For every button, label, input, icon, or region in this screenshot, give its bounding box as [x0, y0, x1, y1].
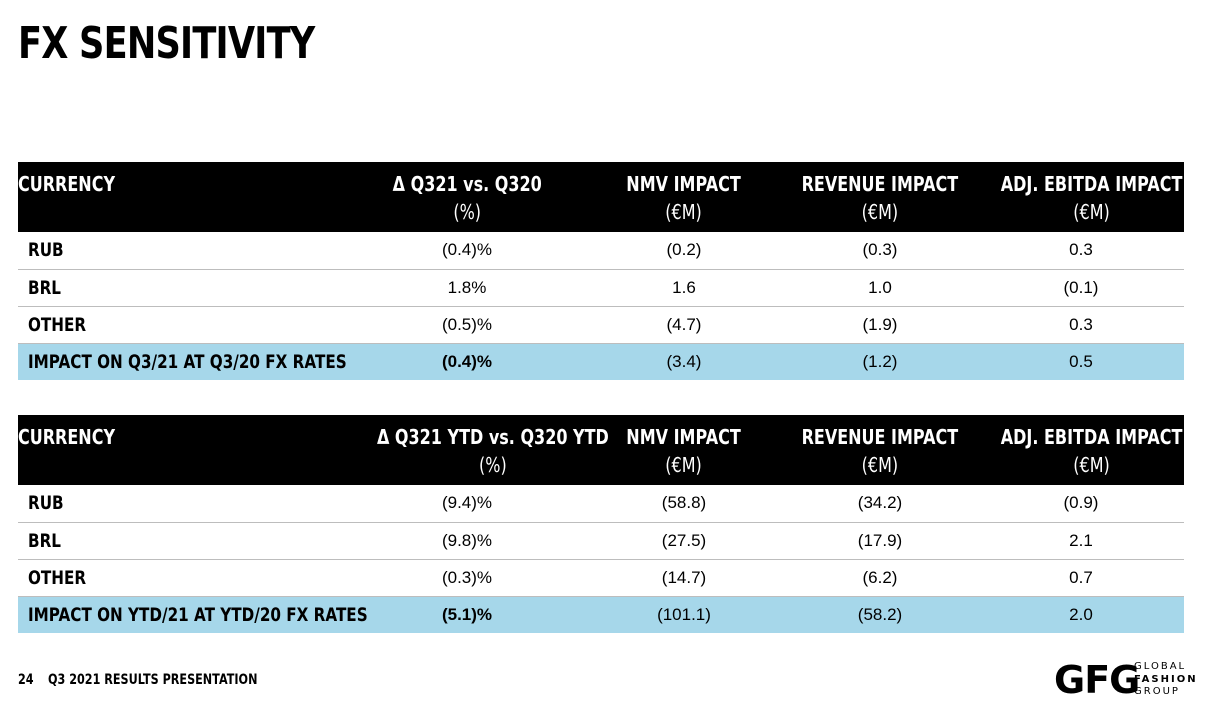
- logo-wordmark: GLOBAL FASHION GROUP: [1134, 661, 1198, 699]
- cell-delta: (0.3)%: [348, 559, 586, 597]
- row-label: RUB: [18, 232, 348, 270]
- logo-mark: GFG: [1054, 658, 1140, 702]
- table-header-row: CURRENCY Δ Q321 vs. Q320 (%) NMV IMPACT (€…: [18, 162, 1184, 232]
- cell-revenue: (34.2): [782, 485, 978, 523]
- cell-nmv: (0.2): [586, 232, 782, 270]
- impact-row: IMPACT ON YTD/21 AT YTD/20 FX RATES (5.1…: [18, 596, 1184, 633]
- table-row: OTHER (0.3)% (14.7) (6.2) 0.7: [18, 559, 1184, 597]
- cell-delta: (0.5)%: [348, 306, 586, 344]
- header-currency: CURRENCY: [18, 162, 348, 232]
- page-title: FX SENSITIVITY: [18, 18, 315, 69]
- table-row: BRL (9.8)% (27.5) (17.9) 2.1: [18, 522, 1184, 560]
- header-ebitda-impact: ADJ. EBITDA IMPACT (€M): [978, 415, 1184, 485]
- cell-nmv: 1.6: [586, 269, 782, 307]
- table-row: BRL 1.8% 1.6 1.0 (0.1): [18, 269, 1184, 307]
- cell-revenue: (17.9): [782, 522, 978, 560]
- cell-ebitda: 0.7: [978, 559, 1184, 597]
- cell-delta: 1.8%: [348, 269, 586, 307]
- cell-revenue: (1.2): [782, 343, 978, 380]
- cell-nmv: (58.8): [586, 485, 782, 523]
- cell-nmv: (14.7): [586, 559, 782, 597]
- cell-nmv: (101.1): [586, 596, 782, 633]
- cell-delta: (0.4)%: [348, 232, 586, 270]
- cell-nmv: (4.7): [586, 306, 782, 344]
- table-header-row: CURRENCY Δ Q321 YTD vs. Q320 YTD (%) NMV …: [18, 415, 1184, 485]
- fx-table-ytd: CURRENCY Δ Q321 YTD vs. Q320 YTD (%) NMV …: [18, 415, 1184, 633]
- cell-delta: (0.4)%: [348, 343, 586, 380]
- cell-revenue: (0.3): [782, 232, 978, 270]
- cell-ebitda: 0.3: [978, 232, 1184, 270]
- cell-delta: (5.1)%: [348, 596, 586, 633]
- header-nmv-impact: NMV IMPACT (€M): [586, 415, 782, 485]
- header-ebitda-impact: ADJ. EBITDA IMPACT (€M): [978, 162, 1184, 232]
- cell-nmv: (3.4): [586, 343, 782, 380]
- footer: 24 Q3 2021 RESULTS PRESENTATION: [18, 672, 272, 688]
- logo-line-group: GROUP: [1134, 686, 1180, 697]
- table-row: OTHER (0.5)% (4.7) (1.9) 0.3: [18, 306, 1184, 344]
- footer-text: Q3 2021 RESULTS PRESENTATION: [47, 672, 258, 688]
- row-label: OTHER: [18, 559, 348, 597]
- cell-delta: (9.8)%: [348, 522, 586, 560]
- cell-revenue: (6.2): [782, 559, 978, 597]
- cell-ebitda: 2.1: [978, 522, 1184, 560]
- cell-revenue: 1.0: [782, 269, 978, 307]
- cell-ebitda: 0.5: [978, 343, 1184, 380]
- page-number: 24: [18, 672, 34, 688]
- logo-line-global: GLOBAL: [1134, 661, 1187, 672]
- cell-delta: (9.4)%: [348, 485, 586, 523]
- row-label: IMPACT ON Q3/21 AT Q3/20 FX RATES: [18, 343, 348, 380]
- row-label: IMPACT ON YTD/21 AT YTD/20 FX RATES: [18, 596, 368, 633]
- header-revenue-impact: REVENUE IMPACT (€M): [782, 415, 978, 485]
- cell-ebitda: 2.0: [978, 596, 1184, 633]
- header-currency: CURRENCY: [18, 415, 348, 485]
- cell-revenue: (58.2): [782, 596, 978, 633]
- row-label: RUB: [18, 485, 348, 523]
- header-delta: Δ Q321 vs. Q320 (%): [348, 162, 586, 232]
- logo-line-fashion: FASHION: [1134, 673, 1198, 685]
- header-revenue-impact: REVENUE IMPACT (€M): [782, 162, 978, 232]
- row-label: BRL: [18, 522, 348, 560]
- table-row: RUB (0.4)% (0.2) (0.3) 0.3: [18, 232, 1184, 270]
- table-row: RUB (9.4)% (58.8) (34.2) (0.9): [18, 485, 1184, 523]
- impact-row: IMPACT ON Q3/21 AT Q3/20 FX RATES (0.4)%…: [18, 343, 1184, 380]
- cell-revenue: (1.9): [782, 306, 978, 344]
- cell-nmv: (27.5): [586, 522, 782, 560]
- row-label: OTHER: [18, 306, 348, 344]
- header-nmv-impact: NMV IMPACT (€M): [586, 162, 782, 232]
- row-label: BRL: [18, 269, 348, 307]
- cell-ebitda: 0.3: [978, 306, 1184, 344]
- header-delta: Δ Q321 YTD vs. Q320 YTD (%): [348, 415, 609, 485]
- gfg-logo: GFG GLOBAL FASHION GROUP: [1054, 658, 1196, 702]
- cell-ebitda: (0.1): [978, 269, 1184, 307]
- fx-table-quarter: CURRENCY Δ Q321 vs. Q320 (%) NMV IMPACT (€…: [18, 162, 1184, 380]
- cell-ebitda: (0.9): [978, 485, 1184, 523]
